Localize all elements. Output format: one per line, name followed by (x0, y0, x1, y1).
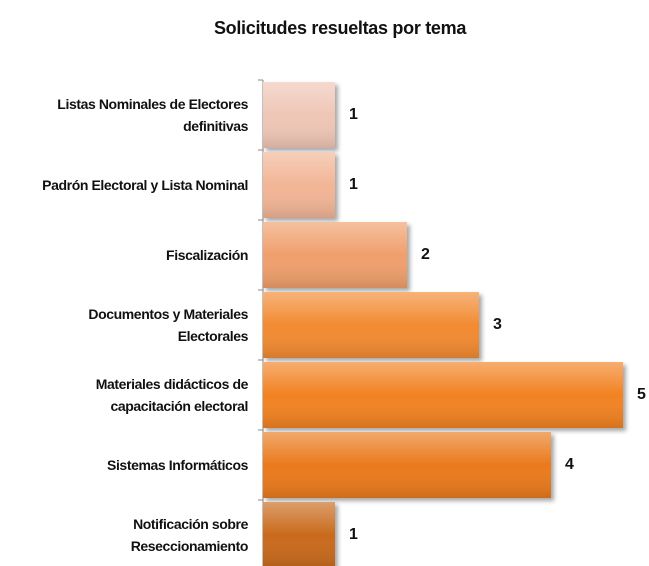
bar-shine (263, 292, 479, 358)
value-label: 1 (349, 176, 358, 193)
category-label: Listas Nominales de Electores definitiva… (57, 96, 248, 134)
bar-shine (263, 502, 335, 566)
category-label: Padrón Electoral y Lista Nominal (42, 177, 248, 193)
bar-group (263, 152, 335, 218)
bar-shine (263, 432, 551, 498)
category-label: Fiscalización (166, 247, 248, 263)
bar-shine (263, 82, 335, 148)
chart-title: Solicitudes resueltas por tema (213, 18, 467, 38)
value-label: 1 (349, 106, 358, 123)
bar-group (263, 362, 623, 428)
category-label: Notificación sobre Reseccionamiento (130, 516, 249, 554)
category-label: Sistemas Informáticos (107, 457, 248, 473)
bar-group (263, 292, 479, 358)
bar-shine (263, 362, 623, 428)
value-label: 3 (493, 316, 502, 333)
category-label: Documentos y Materiales Electorales (88, 306, 248, 344)
bar-group (263, 502, 335, 566)
value-label: 1 (349, 526, 358, 543)
value-label: 2 (421, 246, 430, 263)
bar-group (263, 432, 551, 498)
bar-group (263, 222, 407, 288)
bar-shine (263, 222, 407, 288)
value-label: 5 (637, 386, 646, 403)
bar-group (263, 82, 335, 148)
bar-shine (263, 152, 335, 218)
value-label: 4 (565, 456, 574, 473)
category-label: Materiales didácticos de capacitación el… (95, 376, 249, 414)
